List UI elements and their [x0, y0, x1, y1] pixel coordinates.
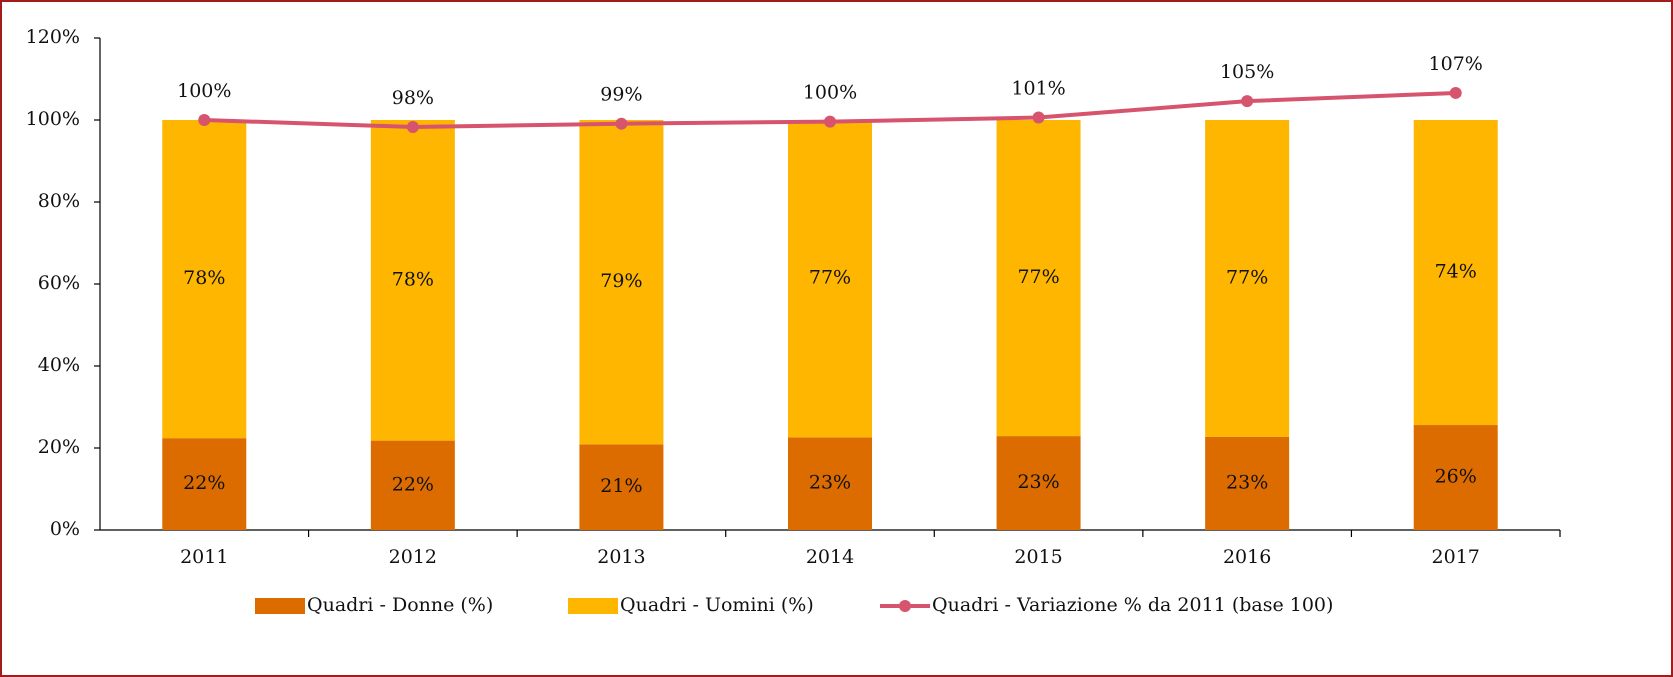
data-label: 79%: [600, 270, 642, 292]
legend-label: Quadri - Variazione % da 2011 (base 100): [932, 594, 1333, 616]
y-tick-label: 80%: [38, 190, 80, 212]
data-label: 100%: [803, 82, 857, 104]
data-label: 26%: [1435, 466, 1477, 488]
y-tick-label: 20%: [38, 436, 80, 458]
data-label: 21%: [600, 475, 642, 497]
y-tick-label: 0%: [50, 518, 80, 540]
bar: [996, 436, 1081, 530]
bar: [162, 438, 247, 530]
data-label: 22%: [392, 473, 434, 495]
marker: [198, 114, 211, 126]
data-label: 23%: [809, 472, 851, 494]
bar: [370, 120, 455, 441]
x-tick-label: 2011: [180, 546, 228, 568]
y-tick-label: 60%: [38, 272, 80, 294]
data-label: 74%: [1435, 261, 1477, 283]
legend-swatch: [255, 598, 305, 614]
bar: [370, 440, 455, 530]
marker: [406, 120, 419, 133]
marker: [824, 115, 836, 128]
data-label: 23%: [1017, 471, 1059, 493]
y-tick-label: 120%: [26, 26, 80, 48]
bar: [1205, 436, 1290, 530]
data-label: 98%: [392, 87, 434, 109]
bar: [579, 120, 664, 445]
data-label: 99%: [600, 84, 642, 106]
data-label: 77%: [1017, 266, 1059, 288]
legend-swatch: [899, 600, 911, 612]
legend-label: Quadri - Donne (%): [307, 594, 493, 616]
data-label: 105%: [1220, 61, 1274, 83]
data-label: 78%: [392, 268, 434, 290]
legend-swatch: [568, 598, 618, 614]
x-tick-label: 2017: [1432, 546, 1480, 568]
bar: [579, 444, 664, 530]
data-label: 107%: [1429, 53, 1483, 75]
bar: [1413, 120, 1498, 426]
marker: [1032, 111, 1045, 124]
x-tick-label: 2016: [1223, 546, 1271, 568]
bar: [788, 437, 872, 530]
data-label: 22%: [183, 472, 225, 494]
y-tick-label: 40%: [38, 354, 80, 376]
x-tick-label: 2013: [597, 546, 645, 568]
x-tick-label: 2012: [389, 546, 437, 568]
y-tick-label: 100%: [26, 108, 80, 130]
data-label: 23%: [1226, 471, 1268, 493]
x-tick-label: 2014: [806, 546, 854, 568]
data-label: 101%: [1011, 78, 1065, 100]
marker: [615, 117, 628, 130]
x-tick-label: 2015: [1014, 546, 1062, 568]
bar: [996, 120, 1081, 437]
data-label: 77%: [809, 267, 851, 289]
marker: [1241, 95, 1254, 108]
bar: [1205, 120, 1290, 437]
legend-label: Quadri - Uomini (%): [620, 594, 814, 616]
data-label: 78%: [183, 267, 225, 289]
bar: [1413, 425, 1498, 530]
marker: [1449, 86, 1462, 99]
data-label: 100%: [177, 80, 231, 102]
bar: [788, 120, 872, 438]
bar: [162, 120, 247, 439]
data-label: 77%: [1226, 266, 1268, 288]
